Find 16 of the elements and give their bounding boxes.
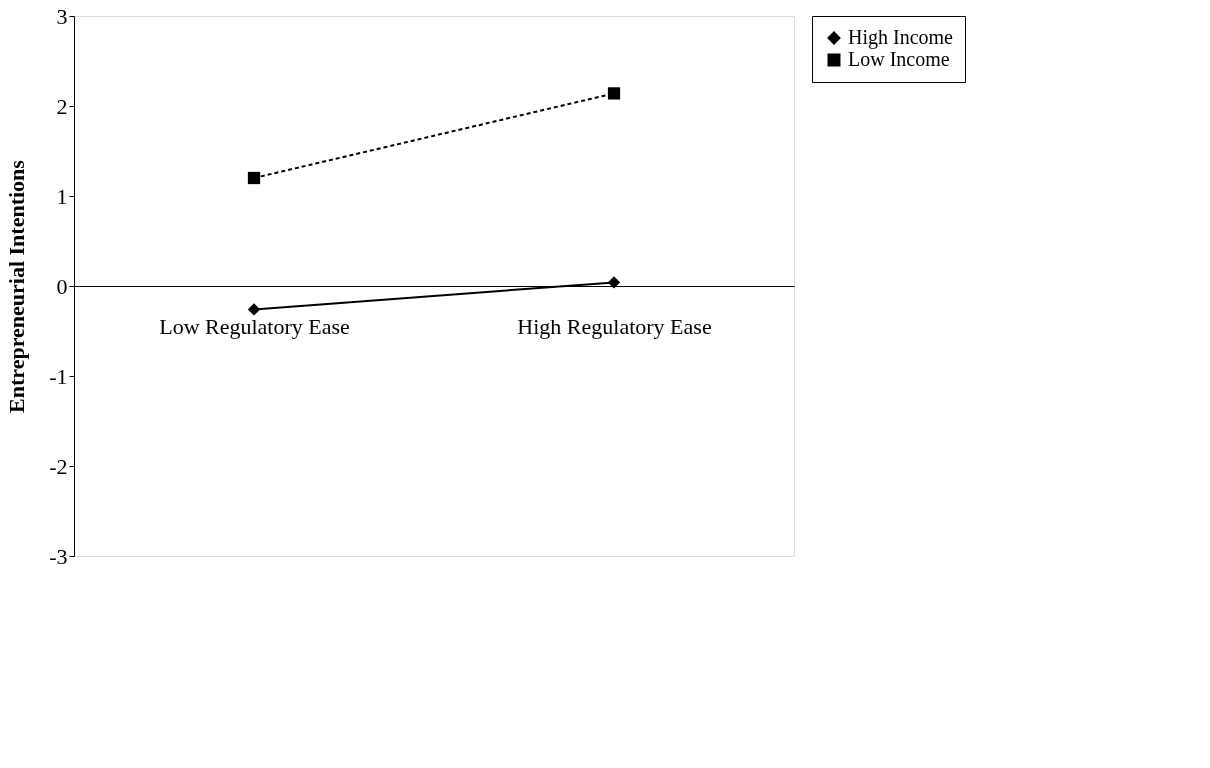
legend-label: High Income (848, 26, 954, 49)
point (247, 303, 261, 316)
x-tick-label: High Regulatory Ease (517, 313, 712, 339)
y-tick-label: 2 (56, 93, 68, 119)
y-tick-label: 1 (56, 183, 68, 209)
point (247, 171, 261, 185)
y-tick-label: -2 (49, 453, 68, 479)
point (607, 87, 621, 100)
y-axis-title: Entrepreneurial Intentions (4, 159, 30, 413)
point (607, 276, 621, 289)
y-tick-label: -3 (49, 543, 68, 569)
y-tick-label: -1 (49, 363, 68, 389)
y-tick-label: 0 (56, 273, 68, 299)
y-tick-label: 3 (56, 3, 68, 29)
x-tick-label: Low Regulatory Ease (159, 313, 350, 339)
legend-label: Low Income (848, 48, 950, 70)
